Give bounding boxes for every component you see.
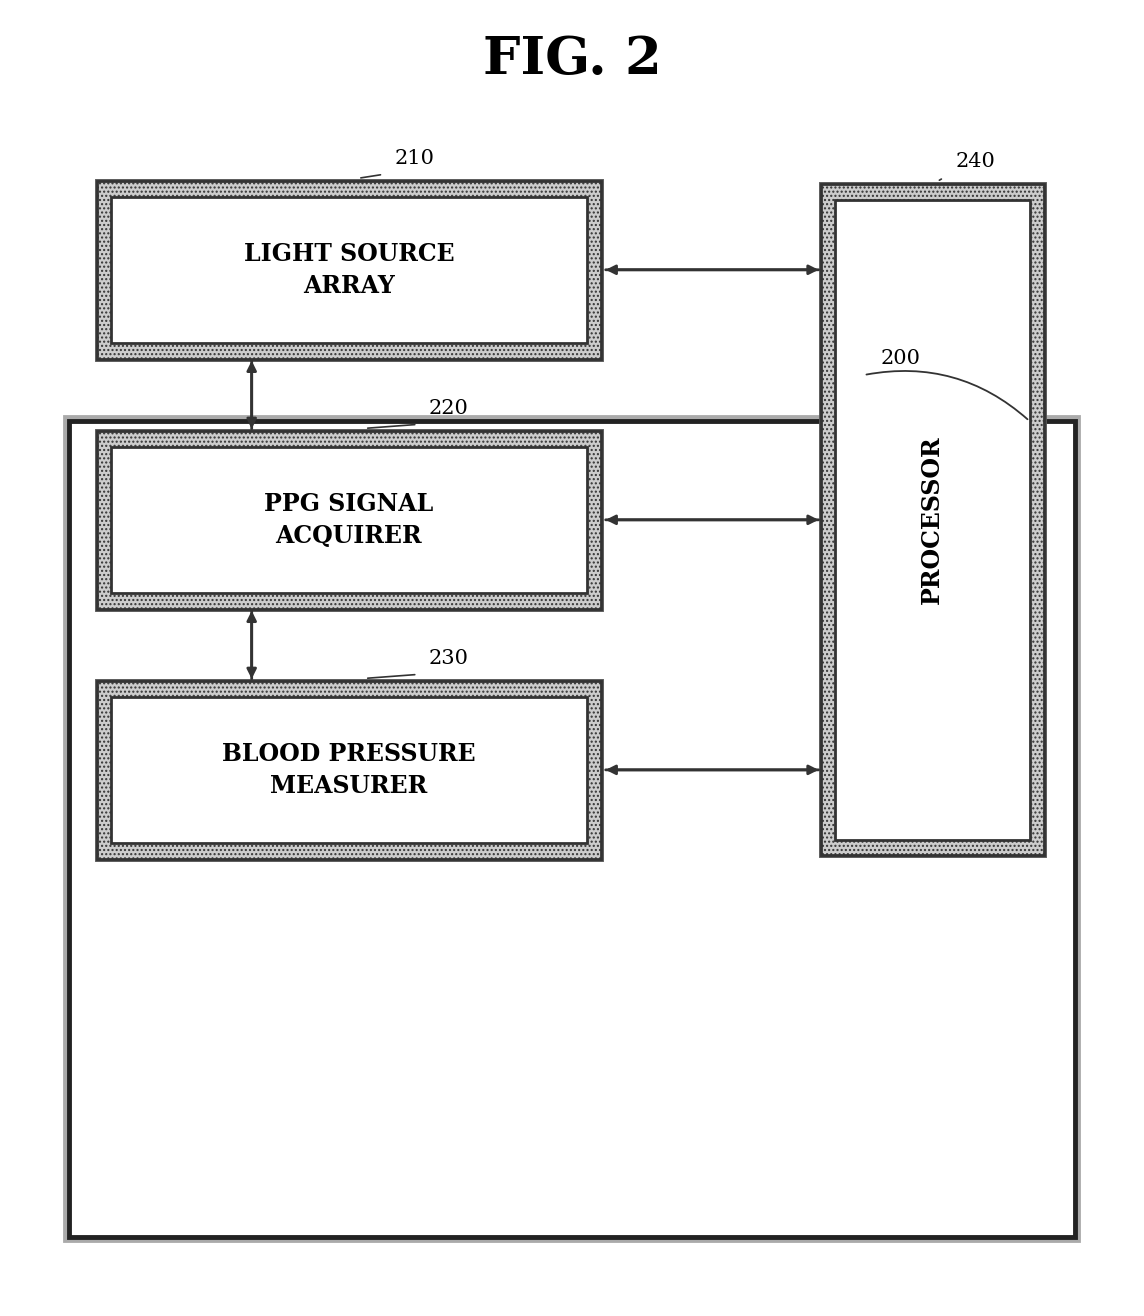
Text: 240: 240 bbox=[955, 153, 995, 171]
Bar bbox=[834, 200, 1030, 840]
Bar bbox=[97, 432, 601, 608]
Bar bbox=[97, 180, 601, 358]
Text: 230: 230 bbox=[429, 649, 469, 669]
Text: BLOOD PRESSURE
MEASURER: BLOOD PRESSURE MEASURER bbox=[222, 742, 476, 797]
Bar bbox=[820, 184, 1043, 855]
Text: FIG. 2: FIG. 2 bbox=[483, 34, 661, 84]
Bar bbox=[97, 682, 601, 859]
Text: PROCESSOR: PROCESSOR bbox=[921, 436, 944, 604]
Bar bbox=[97, 682, 601, 859]
Text: 210: 210 bbox=[395, 149, 435, 167]
Bar bbox=[97, 180, 601, 358]
Bar bbox=[97, 432, 601, 608]
Text: 200: 200 bbox=[881, 350, 921, 368]
Text: 220: 220 bbox=[429, 399, 469, 418]
Bar bbox=[820, 184, 1043, 855]
Bar bbox=[69, 421, 1075, 1237]
Text: PPG SIGNAL
ACQUIRER: PPG SIGNAL ACQUIRER bbox=[264, 492, 434, 547]
Bar bbox=[111, 196, 587, 342]
Bar bbox=[111, 447, 587, 592]
Text: LIGHT SOURCE
ARRAY: LIGHT SOURCE ARRAY bbox=[244, 242, 454, 297]
Bar bbox=[111, 697, 587, 844]
Bar bbox=[69, 421, 1075, 1237]
